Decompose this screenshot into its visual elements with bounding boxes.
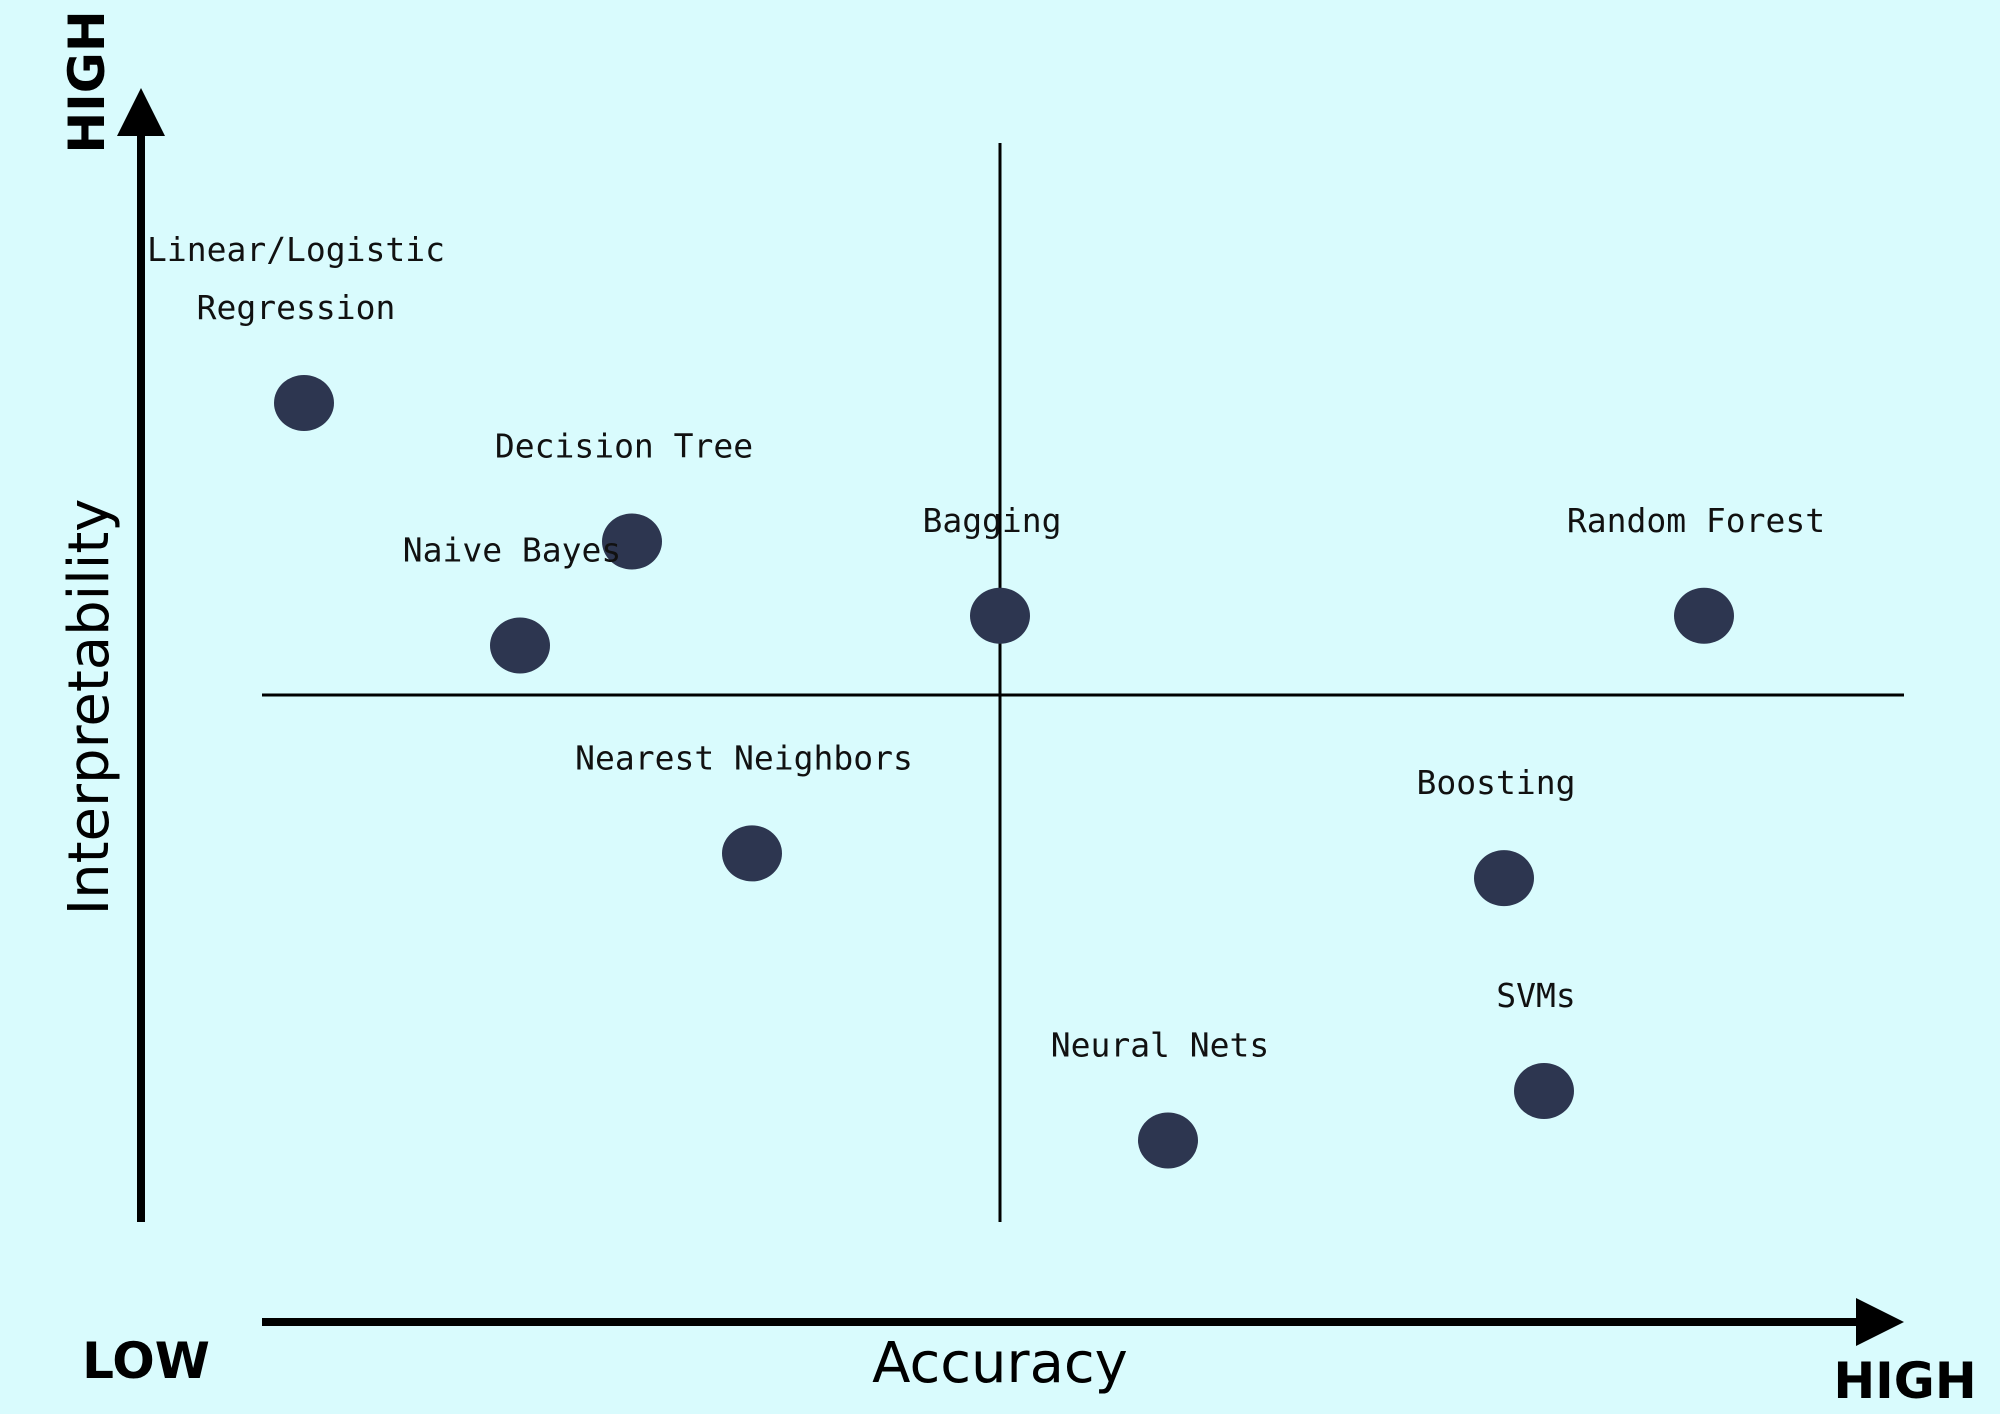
- y-axis-high-label: HIGH: [58, 10, 116, 153]
- data-point: [1674, 587, 1734, 644]
- data-point: [490, 617, 550, 674]
- data-point: [1138, 1112, 1198, 1169]
- data-point: [602, 513, 662, 570]
- data-point-group: Nearest Neighbors: [575, 738, 913, 882]
- data-point-label: Neural Nets: [1051, 1026, 1270, 1065]
- data-point-label: Boosting: [1417, 763, 1576, 802]
- data-point-group: Random Forest: [1567, 501, 1825, 644]
- data-point-group: Boosting: [1417, 763, 1576, 907]
- data-point-label: Nearest Neighbors: [575, 738, 913, 777]
- data-point-label: Bagging: [922, 501, 1061, 540]
- points-layer: Linear/Logistic Regression Decision Tree Na…: [147, 230, 1825, 1169]
- data-point-group: SVMs: [1496, 976, 1576, 1119]
- y-axis-title: Interpretability: [57, 499, 122, 916]
- data-point-group: Naive Bayes: [403, 531, 622, 674]
- x-axis-low-label: LOW: [82, 1332, 210, 1390]
- x-axis-title: Accuracy: [872, 1331, 1128, 1396]
- data-point-label: Random Forest: [1567, 501, 1825, 540]
- data-point-group: Linear/Logistic Regression: [147, 230, 445, 431]
- data-point: [722, 825, 782, 882]
- data-point-label: Naive Bayes: [403, 531, 622, 570]
- data-point-group: Neural Nets: [1051, 1026, 1270, 1169]
- data-point-label: Linear/Logistic: [147, 230, 445, 269]
- data-point: [1514, 1063, 1574, 1119]
- data-point-group: Bagging: [922, 501, 1062, 644]
- x-axis-high-label: HIGH: [1833, 1352, 1976, 1410]
- data-point: [274, 374, 334, 431]
- data-point: [970, 587, 1030, 644]
- data-point-group: Decision Tree: [495, 427, 753, 570]
- data-point: [1474, 850, 1534, 907]
- data-point-label: Regression: [197, 288, 396, 327]
- data-point-label: Decision Tree: [495, 427, 753, 466]
- data-point-label: SVMs: [1496, 976, 1575, 1015]
